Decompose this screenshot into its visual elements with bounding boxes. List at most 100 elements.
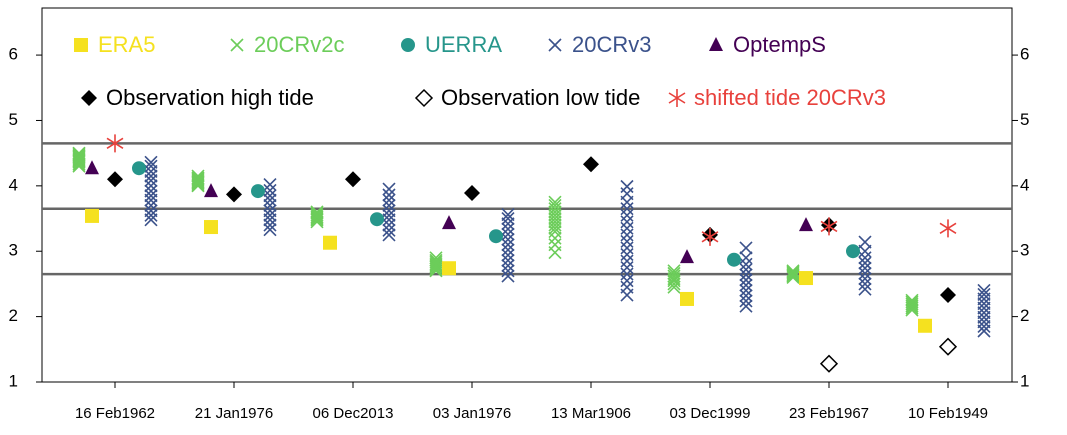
ensemble-point	[263, 208, 277, 222]
point	[370, 212, 384, 227]
point	[583, 156, 599, 173]
ensemble-point	[620, 202, 634, 216]
ensemble-point	[144, 189, 158, 203]
ensemble-point	[620, 179, 634, 194]
ensemble-point	[858, 251, 872, 265]
ensemble-point	[548, 202, 562, 216]
ensemble-point	[548, 238, 562, 252]
ensemble-point	[144, 155, 158, 169]
ensemble-point	[263, 193, 277, 207]
ensemble-point	[263, 218, 277, 232]
point	[132, 161, 146, 176]
ensemble-point	[501, 243, 515, 257]
legend-label: Observation low tide	[441, 85, 640, 110]
ensemble-point	[72, 146, 86, 160]
ensemble-point	[144, 208, 158, 222]
ensemble-point	[739, 262, 753, 277]
ensemble-point	[739, 257, 753, 271]
legend-marker	[709, 37, 723, 51]
ensemble-point	[977, 310, 991, 324]
point	[846, 244, 860, 259]
y-tick-label: 3	[9, 241, 18, 260]
point	[106, 134, 124, 153]
ensemble-point	[786, 270, 800, 284]
point	[918, 318, 932, 333]
ensemble-point	[501, 259, 515, 273]
ensemble-point	[144, 179, 158, 193]
ensemble-point	[429, 251, 443, 265]
plot-frame	[41, 7, 1013, 383]
ensemble-point	[310, 210, 324, 224]
ensemble-point	[501, 211, 515, 226]
x-tick-label: 16 Feb1962	[75, 405, 155, 422]
ensemble-point	[786, 265, 800, 279]
ensemble-point	[548, 211, 562, 226]
ensemble-point	[382, 193, 396, 207]
point	[85, 208, 99, 223]
ensemble-point	[620, 247, 634, 262]
point	[680, 291, 694, 306]
ensemble-point	[144, 164, 158, 179]
ensemble-point	[501, 208, 515, 222]
ensemble-point	[786, 266, 800, 281]
y2-tick-label: 1	[1020, 371, 1029, 390]
ensemble-point	[977, 324, 991, 338]
ensemble-point	[667, 266, 681, 281]
legend-label: UERRA	[425, 32, 502, 57]
ensemble-point	[620, 280, 634, 294]
ensemble-point	[429, 257, 443, 271]
point	[820, 217, 838, 236]
ensemble-point	[72, 150, 86, 164]
ensemble-point	[548, 208, 562, 222]
x-tick-label: 13 Mar1906	[551, 405, 631, 422]
ensemble-point	[739, 278, 753, 292]
ensemble-point	[310, 208, 324, 222]
point	[107, 171, 123, 188]
ensemble-point	[977, 306, 991, 320]
ensemble-point	[548, 195, 562, 209]
ensemble-point	[382, 182, 396, 196]
legend-marker	[230, 38, 244, 52]
ensemble-point	[72, 149, 86, 163]
ensemble-point	[977, 283, 991, 298]
ensemble-point	[263, 189, 277, 203]
ensemble-point	[263, 177, 277, 192]
point	[85, 160, 99, 175]
ensemble-point	[501, 232, 515, 247]
ensemble-point	[263, 223, 277, 237]
ensemble-point	[977, 319, 991, 333]
point	[251, 184, 265, 199]
legend-marker	[668, 89, 686, 107]
ensemble-point	[501, 269, 515, 283]
ensemble-point	[144, 174, 158, 188]
point	[204, 220, 218, 235]
y-tick-label: 2	[9, 306, 18, 325]
x-tick-label: 03 Jan1976	[433, 405, 511, 422]
ensemble-point	[620, 187, 634, 201]
ensemble-point	[739, 294, 753, 308]
ensemble-point	[548, 198, 562, 213]
ensemble-point	[858, 266, 872, 281]
point	[799, 271, 813, 286]
point	[799, 217, 813, 232]
ensemble-point	[620, 254, 634, 268]
x-tick-label: 10 Feb1949	[908, 405, 988, 422]
ensemble-point	[72, 153, 86, 167]
y-tick-label: 5	[9, 110, 18, 129]
ensemble-point	[786, 268, 800, 282]
ensemble-point	[786, 269, 800, 283]
y2-tick-label: 3	[1020, 241, 1029, 260]
ensemble-point	[263, 198, 277, 213]
point	[940, 287, 956, 304]
ensemble-point	[620, 208, 634, 222]
ensemble-point	[501, 253, 515, 267]
ensemble-point	[620, 234, 634, 248]
ensemble-point	[739, 289, 753, 303]
ensemble-point	[144, 204, 158, 218]
ensemble-point	[739, 241, 753, 255]
ensemble-point	[144, 159, 158, 173]
ensemble-point	[858, 244, 872, 258]
ensemble-point	[905, 293, 919, 307]
ensemble-point	[667, 269, 681, 283]
